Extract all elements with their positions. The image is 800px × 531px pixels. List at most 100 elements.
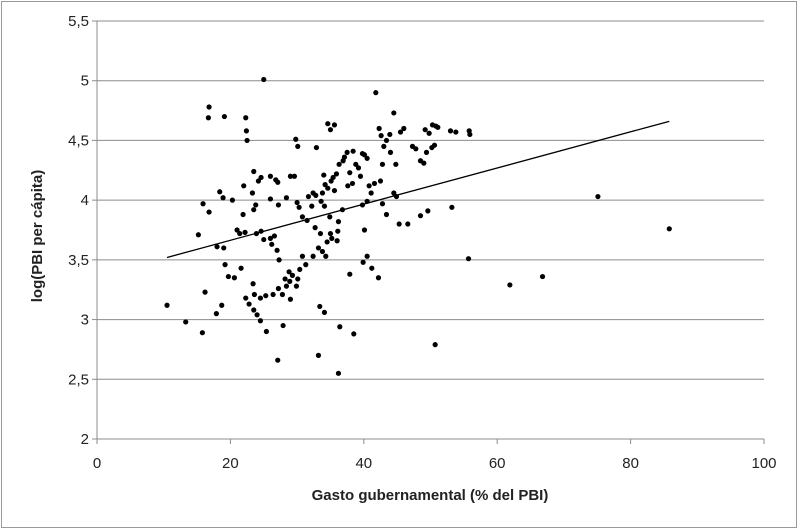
data-point bbox=[379, 161, 386, 167]
data-point bbox=[465, 256, 472, 262]
trendline-group bbox=[166, 120, 670, 259]
x-axis-title: Gasto gubernamental (% del PBI) bbox=[312, 487, 549, 504]
data-point bbox=[422, 127, 428, 133]
data-point bbox=[261, 236, 267, 243]
data-point bbox=[296, 204, 302, 210]
data-point bbox=[432, 342, 438, 348]
data-point bbox=[263, 328, 270, 335]
data-point bbox=[251, 207, 257, 213]
data-point bbox=[242, 229, 248, 235]
data-point bbox=[257, 318, 264, 324]
data-point bbox=[321, 172, 327, 178]
data-point bbox=[221, 113, 227, 120]
data-point bbox=[291, 173, 298, 179]
data-point bbox=[253, 202, 259, 208]
data-point bbox=[368, 190, 374, 196]
data-point bbox=[255, 178, 262, 184]
data-point bbox=[229, 197, 236, 203]
data-point bbox=[507, 282, 513, 288]
data-point bbox=[324, 239, 330, 245]
data-point bbox=[435, 124, 441, 130]
data-point bbox=[258, 174, 264, 181]
data-point bbox=[237, 230, 243, 237]
data-point bbox=[299, 253, 306, 259]
data-point bbox=[254, 312, 260, 318]
data-point bbox=[261, 76, 267, 83]
data-point bbox=[344, 149, 350, 155]
data-point bbox=[539, 273, 546, 280]
y-tick-label: 4 bbox=[81, 192, 89, 209]
data-point bbox=[334, 238, 340, 244]
data-point bbox=[373, 90, 379, 96]
data-point bbox=[309, 203, 315, 209]
data-point bbox=[295, 143, 301, 149]
data-point bbox=[280, 322, 286, 329]
data-point bbox=[313, 192, 319, 198]
data-point bbox=[195, 232, 201, 238]
data-point bbox=[282, 276, 288, 282]
data-point bbox=[313, 144, 320, 151]
data-point bbox=[200, 201, 206, 207]
x-tick-labels: 0 20 40 60 80 100 bbox=[93, 455, 777, 472]
data-point bbox=[335, 219, 342, 225]
data-point bbox=[423, 149, 430, 155]
data-point bbox=[271, 233, 278, 239]
data-point bbox=[267, 235, 274, 241]
data-point bbox=[331, 122, 338, 128]
data-point bbox=[323, 253, 329, 259]
data-point bbox=[244, 137, 250, 144]
data-point bbox=[243, 295, 249, 301]
data-point bbox=[337, 324, 343, 330]
data-point bbox=[317, 303, 323, 310]
data-point bbox=[387, 149, 394, 155]
data-point bbox=[287, 278, 293, 284]
y-tick-label: 5 bbox=[81, 73, 89, 90]
data-point bbox=[347, 170, 353, 176]
data-point bbox=[312, 225, 318, 231]
data-point bbox=[317, 230, 324, 237]
data-point bbox=[276, 257, 282, 263]
data-point bbox=[294, 199, 300, 206]
data-point bbox=[341, 154, 348, 160]
data-point bbox=[275, 285, 282, 292]
data-point bbox=[421, 160, 427, 166]
data-point bbox=[289, 272, 296, 278]
data-point bbox=[297, 266, 303, 273]
data-point bbox=[319, 248, 326, 255]
data-point bbox=[321, 203, 328, 209]
data-point bbox=[274, 247, 280, 253]
data-point bbox=[361, 227, 368, 233]
y-tick-label: 4,5 bbox=[68, 132, 89, 149]
data-point bbox=[241, 183, 247, 189]
x-tick-label: 0 bbox=[93, 455, 101, 472]
data-point bbox=[251, 291, 258, 298]
data-point bbox=[321, 309, 328, 316]
data-point bbox=[335, 228, 341, 234]
trendline bbox=[166, 120, 670, 259]
data-point bbox=[345, 183, 351, 189]
data-point bbox=[286, 269, 292, 275]
data-point bbox=[391, 190, 397, 196]
data-point bbox=[287, 296, 294, 302]
data-point bbox=[351, 331, 357, 337]
data-point bbox=[364, 253, 370, 259]
data-point bbox=[405, 221, 411, 227]
data-point bbox=[393, 161, 399, 167]
data-point bbox=[251, 307, 257, 313]
data-point bbox=[240, 211, 246, 218]
data-point bbox=[295, 276, 301, 282]
data-point bbox=[353, 161, 359, 167]
x-tick-label: 40 bbox=[355, 455, 372, 472]
data-point bbox=[381, 143, 387, 149]
data-point bbox=[283, 195, 290, 201]
data-point bbox=[325, 121, 331, 127]
data-point bbox=[357, 173, 364, 179]
data-point bbox=[219, 302, 225, 308]
data-point bbox=[371, 180, 378, 187]
data-point bbox=[293, 283, 300, 289]
data-point bbox=[220, 195, 226, 201]
data-point bbox=[213, 311, 219, 317]
data-point bbox=[453, 129, 459, 135]
x-tick-label: 100 bbox=[751, 455, 776, 472]
data-point bbox=[666, 226, 672, 232]
